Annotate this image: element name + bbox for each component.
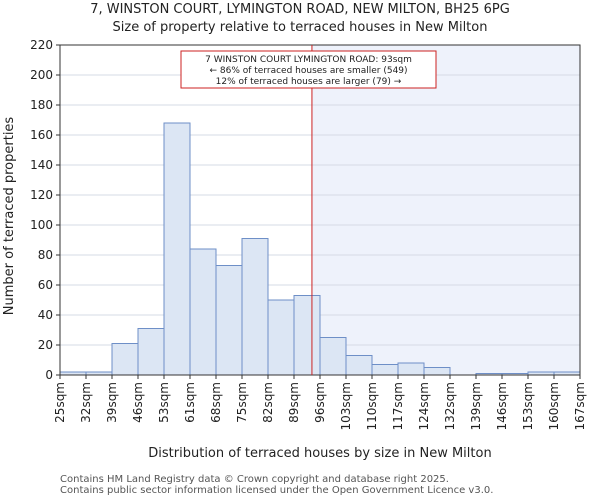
x-tick-label: 82sqm (261, 382, 275, 423)
x-tick-label: 117sqm (391, 382, 405, 430)
y-tick-label: 200 (30, 68, 53, 82)
annotation-line-3: 12% of terraced houses are larger (79) → (216, 77, 402, 87)
x-tick-label: 68sqm (209, 382, 223, 423)
y-tick-label: 60 (38, 278, 53, 292)
histogram-chart: 7, WINSTON COURT, LYMINGTON ROAD, NEW MI… (2, 2, 587, 461)
y-tick-label: 180 (30, 98, 53, 112)
bar-68sqm (215, 265, 243, 376)
x-tick-label: 110sqm (365, 382, 379, 430)
x-tick-label: 124sqm (417, 382, 431, 430)
chart-title-line1: 7, WINSTON COURT, LYMINGTON ROAD, NEW MI… (90, 2, 510, 17)
plot-area: 0 20 40 60 80 100 120 140 160 180 200 220 25sqm 32sqm… (30, 38, 587, 430)
bar-46sqm (137, 328, 165, 376)
y-tick-label: 120 (30, 188, 53, 202)
x-tick-label: 75sqm (235, 382, 249, 423)
x-tick-label: 160sqm (547, 382, 561, 430)
footer-copyright: Contains HM Land Registry data © Crown c… (60, 474, 449, 485)
x-tick-label: 53sqm (157, 382, 171, 423)
bar-124sqm (423, 367, 451, 376)
bar-61sqm (189, 248, 217, 376)
x-tick-label: 132sqm (443, 382, 457, 430)
x-tick-label: 103sqm (339, 382, 353, 430)
bar-89sqm (293, 295, 321, 376)
y-tick-label: 140 (30, 158, 53, 172)
annotation-line-1: 7 WINSTON COURT LYMINGTON ROAD: 93sqm (205, 55, 412, 65)
bar-103sqm (345, 355, 373, 376)
y-tick-label: 40 (38, 308, 53, 322)
footer-licence: Contains public sector information licen… (60, 485, 494, 496)
y-tick-label: 20 (38, 338, 53, 352)
x-tick-label: 167sqm (573, 382, 587, 430)
x-tick-label: 25sqm (53, 382, 67, 423)
y-tick-label: 220 (30, 38, 53, 52)
y-tick-label: 160 (30, 128, 53, 142)
bar-39sqm (111, 343, 139, 376)
x-axis-label: Distribution of terraced houses by size … (148, 446, 491, 461)
bar-96sqm (319, 337, 347, 376)
y-tick-label: 0 (45, 368, 53, 382)
bar-110sqm (371, 364, 399, 376)
larger-region-shade (311, 45, 580, 375)
bar-82sqm (267, 299, 295, 376)
y-axis-label: Number of terraced properties (2, 117, 17, 316)
x-tick-label: 146sqm (495, 382, 509, 430)
annotation-line-2: ← 86% of terraced houses are smaller (54… (209, 66, 407, 76)
y-tick-label: 100 (30, 218, 53, 232)
x-tick-label: 96sqm (313, 382, 327, 423)
x-tick-label: 139sqm (469, 382, 483, 430)
x-tick-label: 46sqm (131, 382, 145, 423)
bar-75sqm (241, 238, 269, 376)
x-tick-label: 153sqm (521, 382, 535, 430)
bar-117sqm (397, 362, 425, 376)
chart-title-line2: Size of property relative to terraced ho… (113, 20, 488, 35)
x-tick-label: 32sqm (79, 382, 93, 423)
x-tick-label: 39sqm (105, 382, 119, 423)
x-tick-label: 89sqm (287, 382, 301, 423)
x-tick-label: 61sqm (183, 382, 197, 423)
annotation-box (180, 50, 437, 89)
y-tick-label: 80 (38, 248, 53, 262)
bar-53sqm (163, 122, 191, 376)
